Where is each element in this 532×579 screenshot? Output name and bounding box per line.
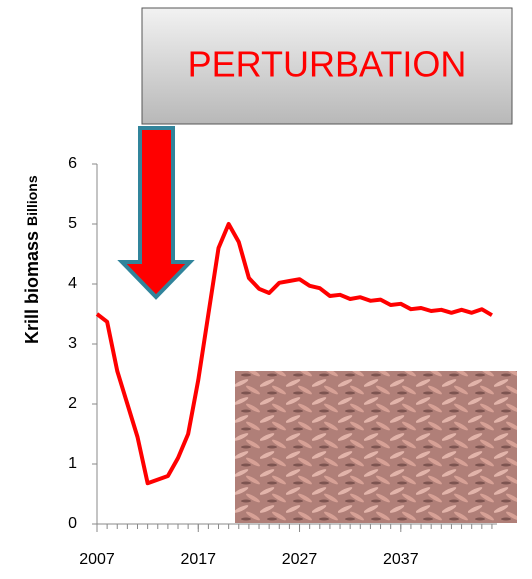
data-line — [95, 222, 493, 486]
x-tick-label: 2007 — [79, 551, 115, 568]
y-tick-label: 3 — [68, 335, 77, 352]
y-tick-label: 4 — [68, 275, 77, 292]
annotation-box — [141, 7, 513, 125]
arrow — [117, 126, 195, 300]
y-tick-label: 0 — [68, 515, 77, 532]
y-label: Krill biomass — [22, 231, 42, 344]
x-tick-label: 2027 — [282, 551, 318, 568]
annotation: PERTURBATION — [188, 44, 467, 85]
y-tick-label: 6 — [68, 155, 77, 172]
y-tick-label: 2 — [68, 395, 77, 412]
y-tick-label: 1 — [68, 455, 77, 472]
y-axis-label: Krill biomass Billions — [22, 175, 42, 344]
x-tick-label: 2017 — [180, 551, 216, 568]
y-label-unit: Billions — [24, 175, 40, 226]
krill-photo — [235, 371, 517, 523]
x-tick-label: 2037 — [383, 551, 419, 568]
y-tick-label: 5 — [68, 215, 77, 232]
